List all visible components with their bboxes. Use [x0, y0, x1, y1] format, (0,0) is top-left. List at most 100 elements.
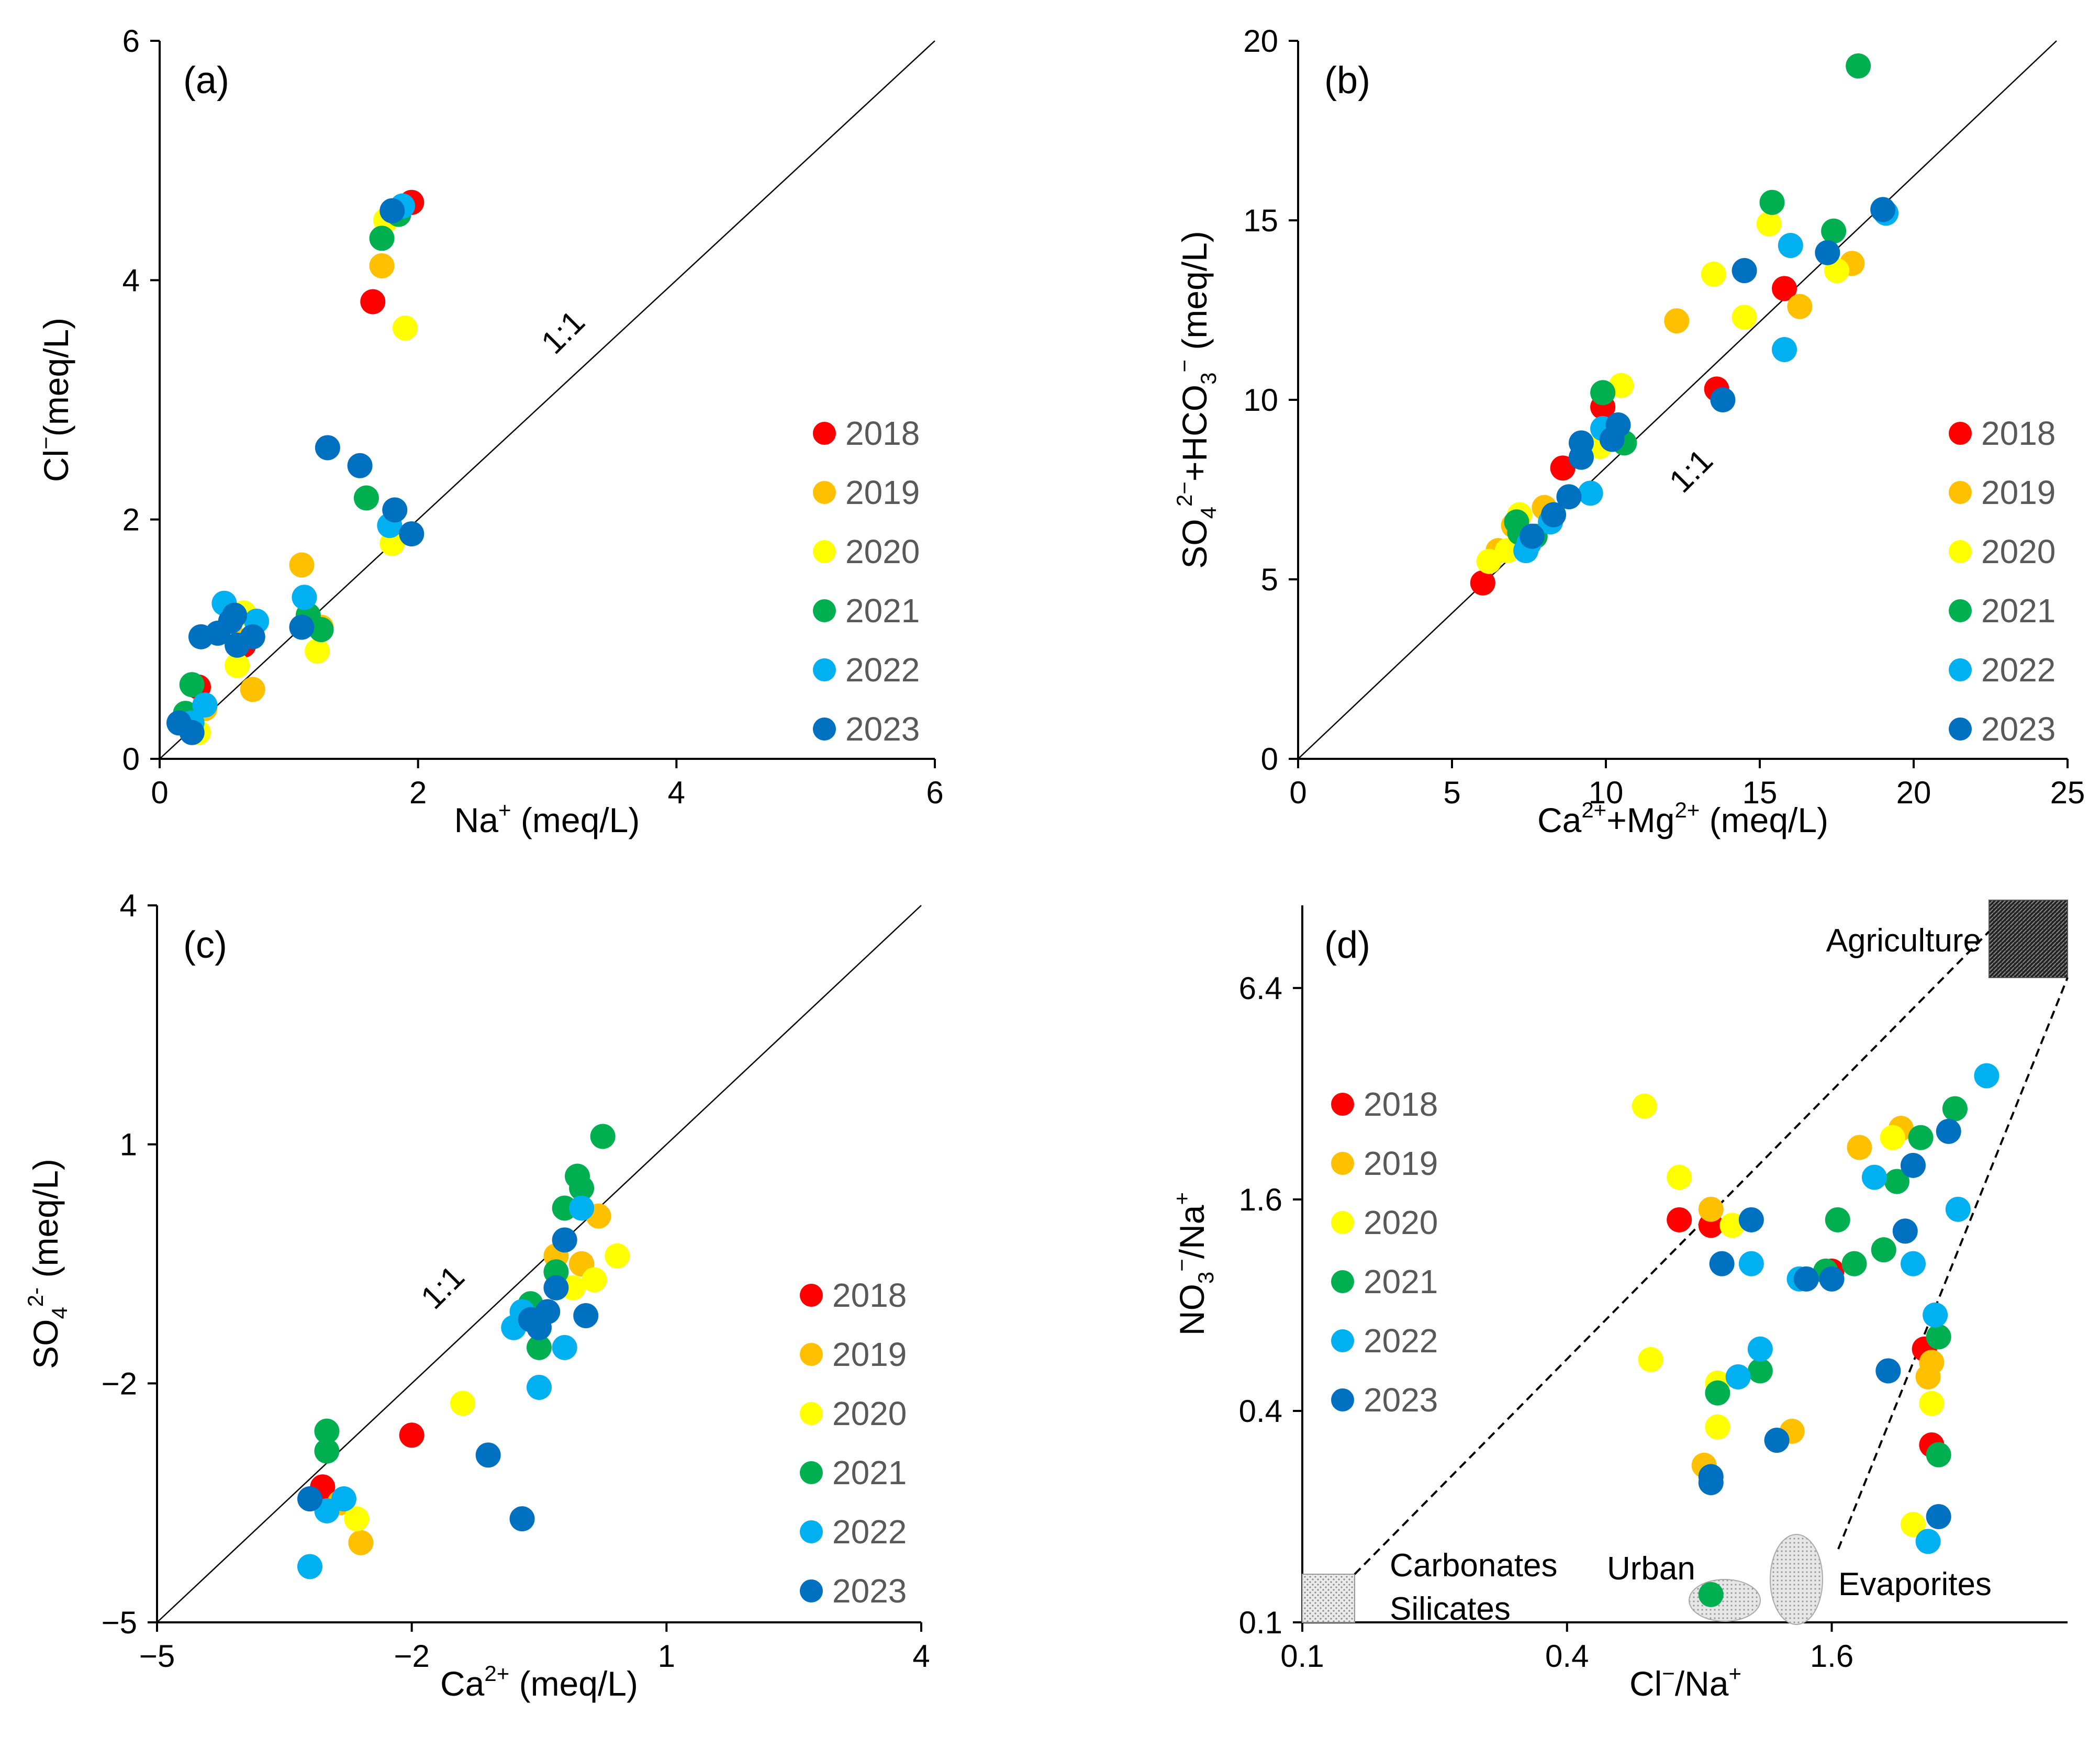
x-tick-label: 4 [912, 1639, 930, 1674]
point-2021 [1825, 1207, 1850, 1232]
x-tick-label: 20 [1896, 775, 1931, 810]
point-2022 [1945, 1196, 1971, 1222]
legend-marker-2021 [1949, 599, 1972, 622]
point-2023 [543, 1275, 569, 1300]
point-2023 [179, 720, 205, 745]
point-2020 [1880, 1125, 1905, 1150]
point-2020 [1732, 305, 1757, 330]
point-2019 [1787, 294, 1813, 319]
legend-label-2019: 2019 [832, 1336, 907, 1373]
x-tick-label: 1 [658, 1639, 675, 1674]
point-2020 [344, 1506, 370, 1532]
point-2023 [1936, 1118, 1961, 1144]
label-urban: Urban [1607, 1551, 1695, 1587]
point-2022 [1923, 1302, 1948, 1328]
point-2022 [1578, 480, 1603, 506]
one-to-one-line-b [1298, 40, 2057, 759]
legend-label-2020: 2020 [845, 533, 920, 570]
point-2023 [399, 521, 425, 547]
legend-label-2023: 2023 [832, 1572, 907, 1610]
point-2023 [347, 453, 373, 478]
point-2019 [1698, 1196, 1724, 1222]
legend-label-2020: 2020 [832, 1395, 907, 1432]
legend-label-2019: 2019 [1981, 474, 2056, 511]
point-2019 [1847, 1135, 1872, 1160]
point-2020 [1494, 538, 1520, 564]
point-2021 [590, 1124, 616, 1149]
point-2020 [1667, 1164, 1692, 1190]
x-tick-label: −5 [139, 1639, 175, 1674]
legend-label-2020: 2020 [1981, 533, 2056, 570]
point-2022 [1747, 1336, 1773, 1362]
legend-marker-2023 [813, 717, 836, 741]
point-2021 [1942, 1096, 1968, 1122]
one-to-one-label-b: 1:1 [1662, 442, 1720, 500]
x-tick-label: 15 [1742, 775, 1778, 810]
x-tick-label: 0.4 [1545, 1639, 1589, 1674]
x-tick-label: 0 [151, 775, 168, 810]
point-2023 [1556, 484, 1582, 510]
legend-marker-2018 [1949, 422, 1972, 445]
y-tick-label: 1 [120, 1127, 137, 1162]
point-2018 [1772, 276, 1797, 301]
point-2021 [179, 672, 205, 698]
legend-marker-2020 [1331, 1211, 1354, 1234]
y-axis-label-b: SO42−+HCO3− (meq/L) [1172, 231, 1221, 568]
y-tick-label: 4 [120, 888, 137, 923]
point-2023 [1870, 197, 1896, 222]
legend-marker-2019 [813, 481, 836, 504]
label-agriculture: Agriculture [1826, 923, 1981, 959]
y-tick-label: 20 [1243, 24, 1278, 59]
x-tick-label: 5 [1443, 775, 1460, 810]
point-2023 [188, 624, 214, 649]
legend-marker-2023 [1331, 1388, 1354, 1411]
panel-b: 0 5 10 15 20 25 0 5 10 15 20 (b) 1:1 Ca2++Mg2+ (me… [1172, 24, 2085, 839]
one-to-one-label-a: 1:1 [534, 304, 592, 361]
point-2022 [1915, 1529, 1941, 1554]
point-2021 [1698, 1582, 1724, 1607]
legend-label-2023: 2023 [845, 710, 920, 748]
legend-label-2022: 2022 [1981, 651, 2056, 689]
legend-marker-2018 [1331, 1093, 1354, 1116]
point-2021 [1841, 1251, 1867, 1276]
point-2023 [1568, 444, 1594, 470]
evaporites-region [1770, 1534, 1823, 1625]
point-2023 [1732, 258, 1757, 284]
point-2023 [1709, 1251, 1735, 1276]
point-2021 [1821, 218, 1847, 244]
one-to-one-label-c: 1:1 [414, 1259, 472, 1316]
point-2021 [314, 1438, 340, 1464]
point-2021 [353, 485, 379, 511]
y-tick-label: 0.1 [1239, 1605, 1282, 1640]
legend-label-2019: 2019 [1364, 1145, 1438, 1182]
point-2021 [1759, 189, 1785, 215]
carbonates-silicates-region [1302, 1574, 1355, 1623]
x-tick-label: 6 [926, 775, 943, 810]
legend-label-2018: 2018 [832, 1276, 907, 1314]
point-2022 [1738, 1251, 1764, 1276]
legend-label-2021: 2021 [832, 1454, 907, 1492]
point-2023 [1738, 1207, 1764, 1232]
point-2020 [1701, 261, 1726, 287]
point-2018 [1550, 455, 1576, 481]
legend-marker-2020 [800, 1402, 823, 1425]
point-2022 [297, 1554, 322, 1579]
point-2023 [1710, 387, 1736, 412]
point-2020 [1476, 548, 1502, 574]
point-2023 [552, 1227, 577, 1253]
y-axis-label-a: Cl−(meq/L) [33, 318, 75, 482]
point-2022 [569, 1195, 595, 1221]
point-2022 [1778, 233, 1803, 259]
point-2023 [382, 497, 408, 523]
legend-marker-2018 [813, 422, 836, 445]
point-2019 [289, 552, 315, 578]
point-2022 [192, 692, 218, 718]
point-2020 [1900, 1511, 1926, 1537]
point-2023 [573, 1303, 599, 1328]
legend-label-2021: 2021 [1364, 1263, 1438, 1300]
point-2023 [240, 624, 265, 649]
point-2018 [360, 289, 386, 315]
legend-label-2018: 2018 [845, 414, 920, 452]
